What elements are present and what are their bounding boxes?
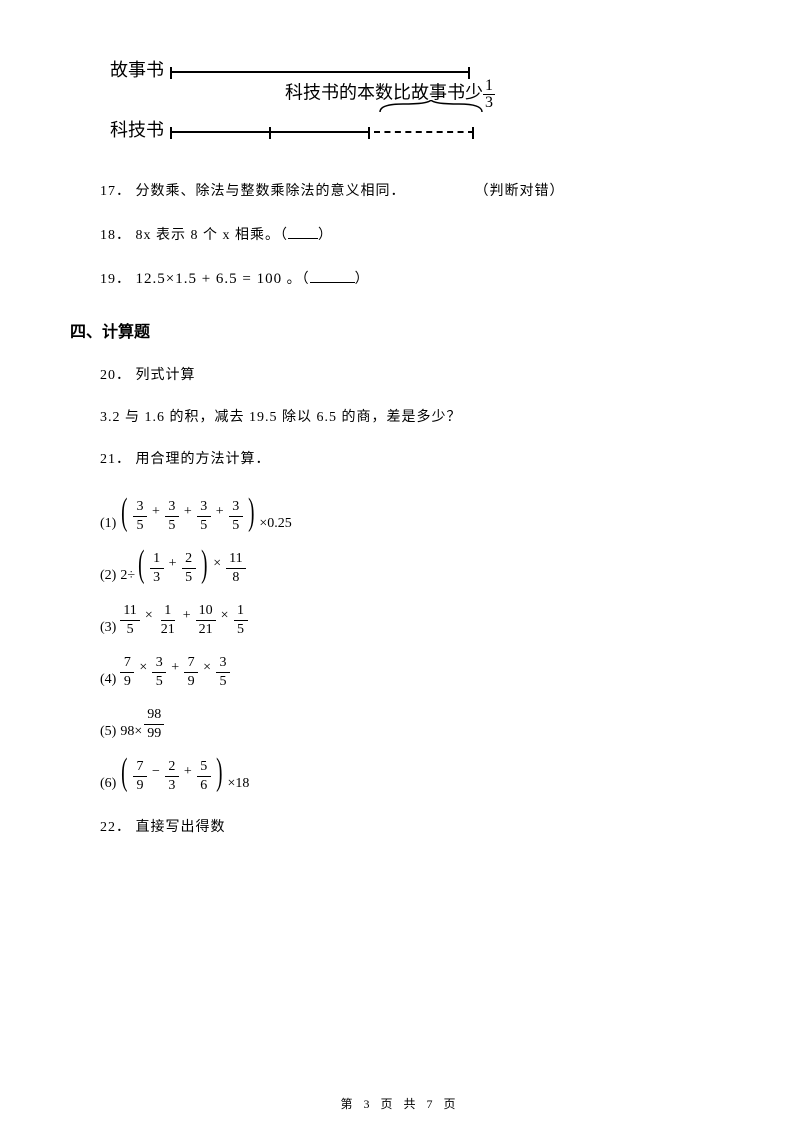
question-20-body: 3.2 与 1.6 的积，减去 19.5 除以 6.5 的商，差是多少？	[100, 406, 730, 426]
item-prefix: (6)	[100, 776, 116, 794]
operator: ×	[145, 608, 153, 624]
fraction: 35	[197, 498, 211, 534]
operator: +	[171, 660, 179, 676]
q-expr: 12.5×1.5 + 6.5 = 100	[136, 271, 283, 287]
item-prefix: (5)	[100, 724, 116, 742]
paren-left: (	[121, 493, 127, 531]
q-num: 17．	[100, 184, 131, 199]
blank[interactable]	[288, 227, 318, 239]
expression-row: (2)2÷(13 +25) × 118	[100, 542, 730, 586]
expression-row: (4)79×35+79×35	[100, 646, 730, 690]
fraction: 9899	[144, 706, 164, 742]
fraction: 35	[165, 498, 179, 534]
question-19: 19． 12.5×1.5 + 6.5 = 100 。（）	[100, 268, 730, 288]
q-num: 18．	[100, 228, 131, 243]
fraction: 35	[133, 498, 147, 534]
operator: +	[184, 764, 192, 780]
fraction: 35	[216, 654, 230, 690]
diagram-label-bottom: 科技书	[110, 116, 164, 142]
q-num: 19．	[100, 272, 131, 287]
diagram-label-top: 故事书	[110, 56, 164, 82]
operator: ×	[213, 556, 221, 572]
q-title: 直接写出得数	[136, 820, 226, 835]
operator: +	[183, 608, 191, 624]
suffix-text: ×18	[227, 776, 249, 794]
fraction: 13	[150, 550, 164, 586]
q-title: 列式计算	[136, 368, 196, 383]
operator: +	[152, 504, 160, 520]
suffix-text: ×0.25	[259, 516, 291, 534]
paren-left: (	[121, 753, 127, 791]
operator: ×	[203, 660, 211, 676]
question-22: 22． 直接写出得数	[100, 816, 730, 836]
fraction: 115	[120, 602, 139, 638]
q-judge: （判断对错）	[475, 184, 565, 199]
blank[interactable]	[310, 271, 355, 283]
fraction: 118	[226, 550, 245, 586]
operator: ×	[221, 608, 229, 624]
q-num: 22．	[100, 820, 131, 835]
q-num: 21．	[100, 452, 131, 467]
operator: +	[169, 556, 177, 572]
operator: −	[152, 764, 160, 780]
fraction: 79	[120, 654, 134, 690]
lead-text: 98×	[120, 724, 142, 742]
paren-right: )	[201, 545, 207, 583]
item-prefix: (3)	[100, 620, 116, 638]
page-footer: 第 3 页 共 7 页	[0, 1095, 800, 1112]
fraction: 79	[184, 654, 198, 690]
paren-right: )	[248, 493, 254, 531]
paren-right: )	[216, 753, 222, 791]
fraction: 79	[133, 758, 147, 794]
question-20: 20． 列式计算	[100, 364, 730, 384]
question-18: 18． 8x 表示 8 个 x 相乘。（）	[100, 224, 730, 244]
expression-row: (5)98×9899	[100, 698, 730, 742]
q-num: 20．	[100, 368, 131, 383]
fraction: 121	[158, 602, 178, 638]
section-4-title: 四、计算题	[70, 318, 730, 342]
q-text: 分数乘、除法与整数乘除法的意义相同．	[136, 184, 406, 199]
question-17: 17． 分数乘、除法与整数乘除法的意义相同． （判断对错）	[100, 180, 730, 200]
fraction: 15	[234, 602, 248, 638]
q-title: 用合理的方法计算．	[136, 452, 271, 467]
operator: ×	[139, 660, 147, 676]
item-prefix: (1)	[100, 516, 116, 534]
question-21: 21． 用合理的方法计算．	[100, 448, 730, 468]
lead-text: 2÷	[120, 568, 135, 586]
expression-row: (3)115 × 121 +1021 × 15	[100, 594, 730, 638]
fraction: 25	[182, 550, 196, 586]
operator: +	[184, 504, 192, 520]
expression-row: (6) (79−23 +56) ×18	[100, 750, 730, 794]
q-text: 8x 表示 8 个 x 相乘。（	[136, 228, 289, 243]
brace-icon	[378, 100, 484, 114]
bar-diagram: 故事书 科技书的本数比故事书少13 科技书	[110, 50, 730, 150]
expression-row: (1) (35 +35 +35 +35) ×0.25	[100, 490, 730, 534]
fraction: 23	[165, 758, 179, 794]
paren-left: (	[138, 545, 144, 583]
fraction: 35	[229, 498, 243, 534]
operator: +	[216, 504, 224, 520]
item-prefix: (4)	[100, 672, 116, 690]
fraction: 1021	[196, 602, 216, 638]
fraction: 35	[152, 654, 166, 690]
fraction: 56	[197, 758, 211, 794]
item-prefix: (2)	[100, 568, 116, 586]
